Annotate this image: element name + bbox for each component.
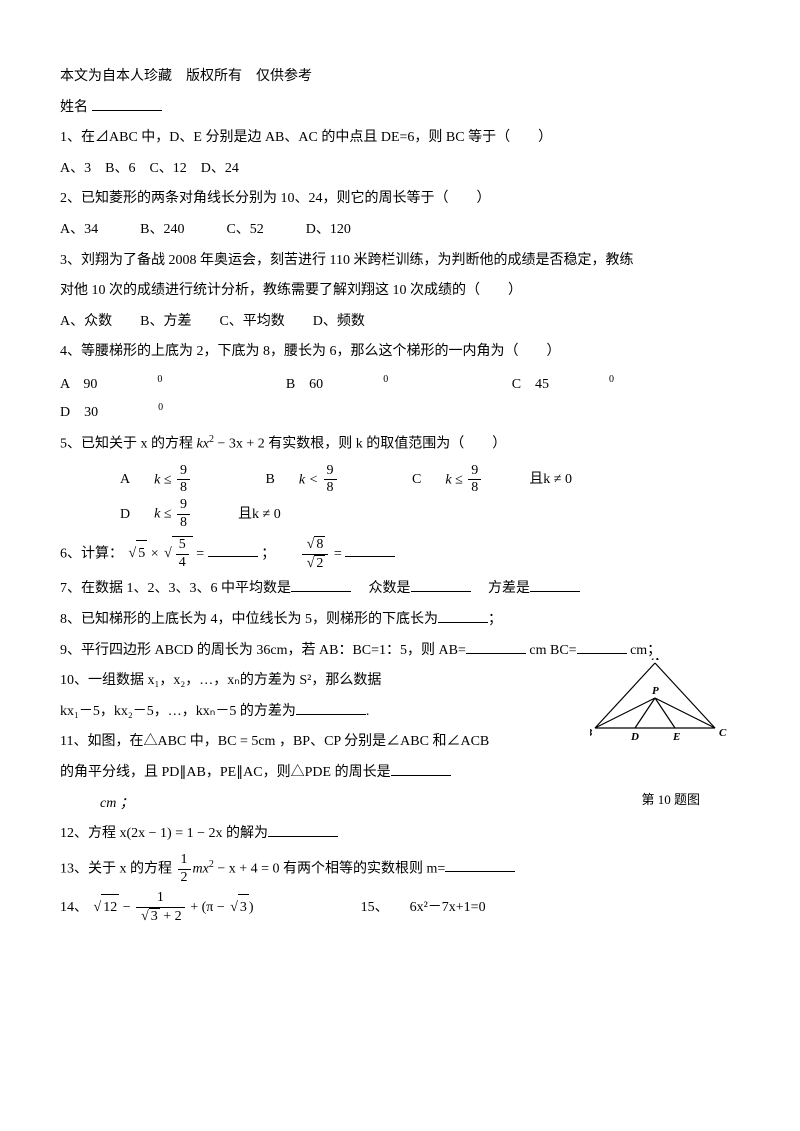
q7: 7、在数据 1、2、3、3、6 中平均数是 众数是 方差是 [60,576,740,603]
triangle-figure: A B C D E P [590,658,730,748]
q6-blank2[interactable] [345,542,395,557]
svg-text:C: C [719,727,727,739]
q4-options: A 900 B 600 C 450 D 300 [60,370,740,427]
q6: 6、计算： 5 × 54 = ； 82 = [60,536,740,573]
q15: 15、 6x²－7x+1=0 [361,900,486,915]
q7-blank2[interactable] [411,577,471,592]
q2-options: A、34 B、240 C、52 D、120 [60,217,740,244]
q12: 12、方程 x(2x − 1) = 1 − 2x 的解为 [60,821,740,848]
q7-blank3[interactable] [530,577,580,592]
q4-text: 4、等腰梯形的上底为 2，下底为 8，腰长为 6，那么这个梯形的一内角为（ ） [60,339,740,366]
q1-text: 1、在⊿ABC 中，D、E 分别是边 AB、AC 的中点且 DE=6，则 BC … [60,125,740,152]
q9-blank2[interactable] [577,639,627,654]
q4-opt-b: B 600 [286,370,448,398]
q14-q15: 14、 12 − 13 + 2 + (π − 3) 15、 6x²－7x+1=0 [60,890,740,926]
q5-opt-c: C k ≤ 98且k ≠ 0 [412,463,596,498]
name-line: 姓名 [60,95,740,122]
svg-text:P: P [652,685,659,697]
q4-opt-d: D 300 [60,398,223,426]
q2-text: 2、已知菱形的两条对角线长分别为 10、24，则它的周长等于（ ） [60,186,740,213]
figure-caption: 第 10 题图 [641,788,700,813]
q5-text: 5、已知关于 x 的方程 kx2 − 3x + 2 有实数根，则 k 的取值范围… [60,430,740,458]
q9-blank1[interactable] [466,639,526,654]
name-blank[interactable] [92,96,162,111]
q8: 8、已知梯形的上底长为 4，中位线长为 5，则梯形的下底长为； [60,607,740,634]
q5-options: A k ≤ 98 B k < 98 C k ≤ 98且k ≠ 0 D k ≤ 9… [60,463,740,532]
q10-blank[interactable] [296,700,366,715]
name-label: 姓名 [60,100,88,115]
q11-line2: 的角平分线，且 PD∥AB，PE∥AC，则△PDE 的周长是 [60,760,740,787]
svg-text:A: A [651,658,659,663]
q4-opt-a: A 900 [60,370,222,398]
q12-blank[interactable] [268,822,338,837]
q13: 13、关于 x 的方程 12mx2 − x + 4 = 0 有两个相等的实数根则… [60,852,740,887]
q5-opt-b: B k < 98 [266,463,385,498]
q5-opt-a: A k ≤ 98 [120,463,238,498]
q13-blank[interactable] [445,857,515,872]
q3-line1: 3、刘翔为了备战 2008 年奥运会，刻苦进行 110 米跨栏训练，为判断他的成… [60,248,740,275]
q11-line3: cm ； [60,791,740,818]
q5-opt-d: D k ≤ 98且k ≠ 0 [120,497,305,532]
q1-options: A、3 B、6 C、12 D、24 [60,156,740,183]
q3-options: A、众数 B、方差 C、平均数 D、频数 [60,309,740,336]
q8-blank[interactable] [438,608,488,623]
q7-blank1[interactable] [291,577,351,592]
q10-q11-block: 10、一组数据 x₁，x₂，…，xₙ的方差为 S²，那么数据 kx₁－5，kx₂… [60,668,740,817]
svg-text:E: E [672,731,680,743]
svg-text:B: B [590,727,592,739]
svg-text:D: D [630,731,639,743]
q11-blank[interactable] [391,761,451,776]
q6-blank1[interactable] [208,542,258,557]
q3-line2: 对他 10 次的成绩进行统计分析，教练需要了解刘翔这 10 次成绩的（ ） [60,278,740,305]
header-copyright: 本文为自本人珍藏 版权所有 仅供参考 [60,64,740,91]
q4-opt-c: C 450 [512,370,674,398]
